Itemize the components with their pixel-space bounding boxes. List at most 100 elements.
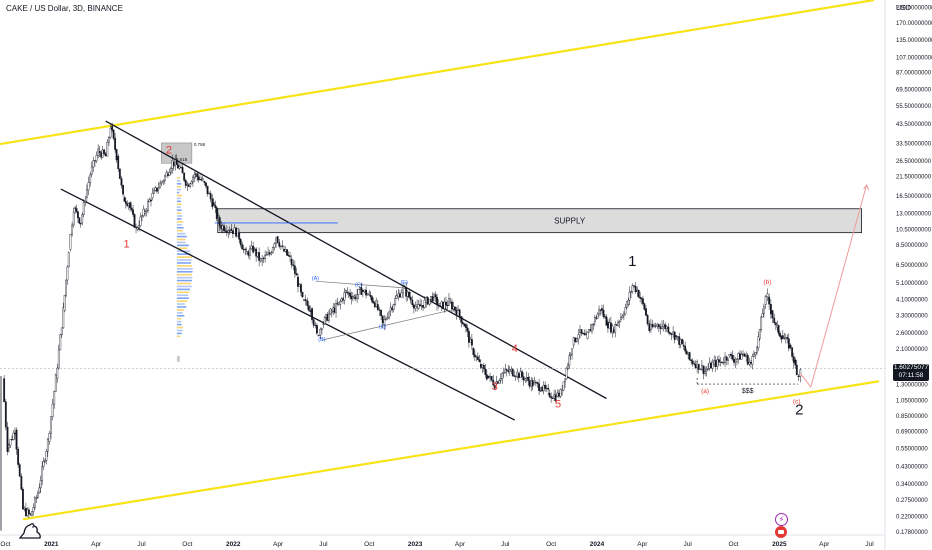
candle	[199, 179, 200, 180]
candle	[54, 391, 55, 404]
candle	[788, 339, 789, 349]
candle	[382, 316, 383, 323]
volume-profile-bar	[177, 242, 186, 244]
candle	[641, 298, 642, 299]
candle	[517, 372, 518, 376]
volume-profile-bar	[177, 309, 184, 311]
candle	[258, 252, 259, 260]
candle	[55, 375, 56, 391]
x-tick-label: Apr	[819, 541, 830, 548]
candle	[642, 299, 643, 304]
candle	[750, 362, 751, 363]
y-tick-label: 5.10000000	[896, 281, 928, 287]
volume-profile-bar	[177, 283, 191, 285]
candle	[421, 305, 422, 306]
candle	[707, 368, 708, 369]
candle	[791, 348, 792, 357]
candle	[633, 286, 634, 287]
candle	[191, 182, 192, 184]
candle	[444, 302, 445, 309]
candle	[529, 381, 530, 386]
candle	[638, 290, 639, 297]
y-tick-label: 4.10000000	[896, 297, 928, 303]
candle	[672, 332, 673, 335]
candle	[693, 364, 694, 365]
candle	[738, 354, 739, 359]
candle	[399, 294, 400, 297]
candle	[373, 301, 374, 303]
candle	[288, 255, 289, 256]
candle	[97, 149, 98, 155]
candle	[194, 175, 195, 178]
candle	[535, 382, 536, 383]
volume-profile-bar	[177, 324, 182, 326]
candle	[515, 376, 516, 377]
candle	[299, 285, 300, 287]
candle	[470, 339, 471, 342]
candle	[622, 316, 623, 317]
candle	[192, 177, 193, 182]
volume-profile-bar	[177, 321, 181, 323]
volume-profile-bar	[177, 289, 190, 291]
candle	[102, 150, 103, 157]
candle	[19, 465, 20, 477]
candle	[67, 267, 68, 280]
candle	[645, 308, 646, 315]
candle	[695, 364, 696, 368]
candle	[348, 293, 349, 294]
candle	[666, 326, 667, 328]
candle	[272, 248, 273, 253]
candle	[690, 360, 691, 361]
candle	[600, 310, 601, 311]
candle	[255, 249, 256, 256]
candle	[111, 126, 112, 130]
candle	[552, 398, 553, 399]
candle	[324, 317, 325, 324]
candle	[47, 439, 48, 451]
candle	[632, 286, 633, 292]
candle	[88, 182, 89, 190]
candle	[31, 512, 32, 516]
candle	[185, 180, 186, 185]
wave-label: (c)	[793, 399, 801, 406]
x-tick-label: Apr	[91, 541, 102, 548]
candle	[790, 345, 791, 348]
candle	[416, 305, 417, 307]
candle	[337, 303, 338, 304]
candle	[351, 296, 352, 299]
candle	[179, 167, 180, 169]
candle	[175, 160, 176, 166]
candle	[795, 360, 796, 365]
channel-upper-line	[0, 0, 874, 144]
candle	[50, 417, 51, 433]
candle	[647, 315, 648, 323]
us-flag-icon[interactable]	[775, 526, 787, 538]
candle	[385, 319, 386, 320]
candle	[380, 310, 381, 316]
candle	[147, 202, 148, 211]
candle	[473, 348, 474, 354]
candle	[14, 433, 15, 434]
candle	[479, 360, 480, 362]
wave-label: (D)	[379, 324, 387, 330]
candle	[752, 356, 753, 364]
candle	[784, 338, 785, 339]
candle	[286, 250, 287, 256]
x-tick-label: Jul	[684, 541, 693, 548]
lightning-icon[interactable]: ⚡	[775, 513, 788, 526]
candle	[107, 142, 108, 156]
candle	[379, 310, 380, 311]
candle	[156, 188, 157, 192]
candle	[33, 507, 34, 511]
candle	[331, 311, 332, 312]
candle	[689, 353, 690, 360]
currency-label: USD	[896, 5, 911, 12]
candle	[204, 181, 205, 183]
candle	[79, 218, 80, 223]
x-tick-label: Oct	[0, 541, 10, 548]
wave-label: 3	[492, 381, 498, 393]
volume-profile-bar	[177, 292, 190, 294]
candle	[767, 294, 768, 297]
candle	[271, 253, 272, 254]
